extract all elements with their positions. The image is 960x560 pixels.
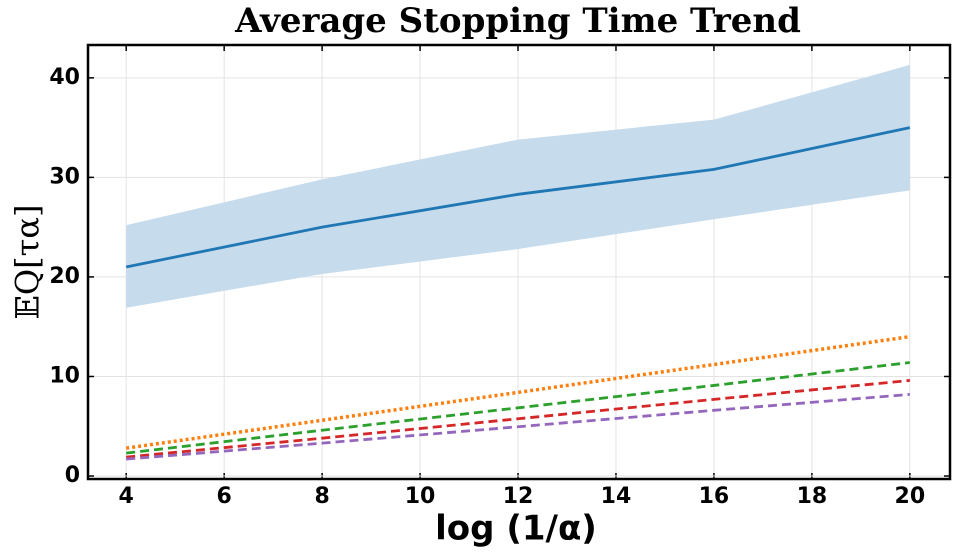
x-tick-label: 20	[895, 484, 926, 509]
x-tick-label: 8	[314, 484, 329, 509]
line	[126, 361, 911, 455]
y-tick-label: 0	[65, 463, 80, 488]
chart-title: Average Stopping Time Trend	[234, 1, 801, 41]
x-tick-label: 4	[119, 484, 134, 509]
y-tick-label: 30	[49, 164, 80, 189]
confidence-band	[126, 64, 910, 308]
x-tick-label: 6	[217, 484, 232, 509]
plot-frame	[86, 43, 952, 481]
y-tick-label: 20	[49, 264, 80, 289]
x-tick-label: 18	[797, 484, 828, 509]
y-tick-label: 10	[49, 363, 80, 388]
line	[126, 392, 910, 461]
x-tick-label: 12	[503, 484, 534, 509]
x-tick-label: 10	[405, 484, 436, 509]
x-axis-label: log (1/α)	[435, 509, 597, 549]
x-tick-label: 14	[601, 484, 632, 509]
line	[125, 126, 911, 269]
x-tick-label: 16	[699, 484, 730, 509]
line	[126, 379, 910, 459]
y-tick-label: 40	[49, 65, 80, 90]
y-axis-label: 𝔼Q[τα]	[9, 205, 47, 320]
